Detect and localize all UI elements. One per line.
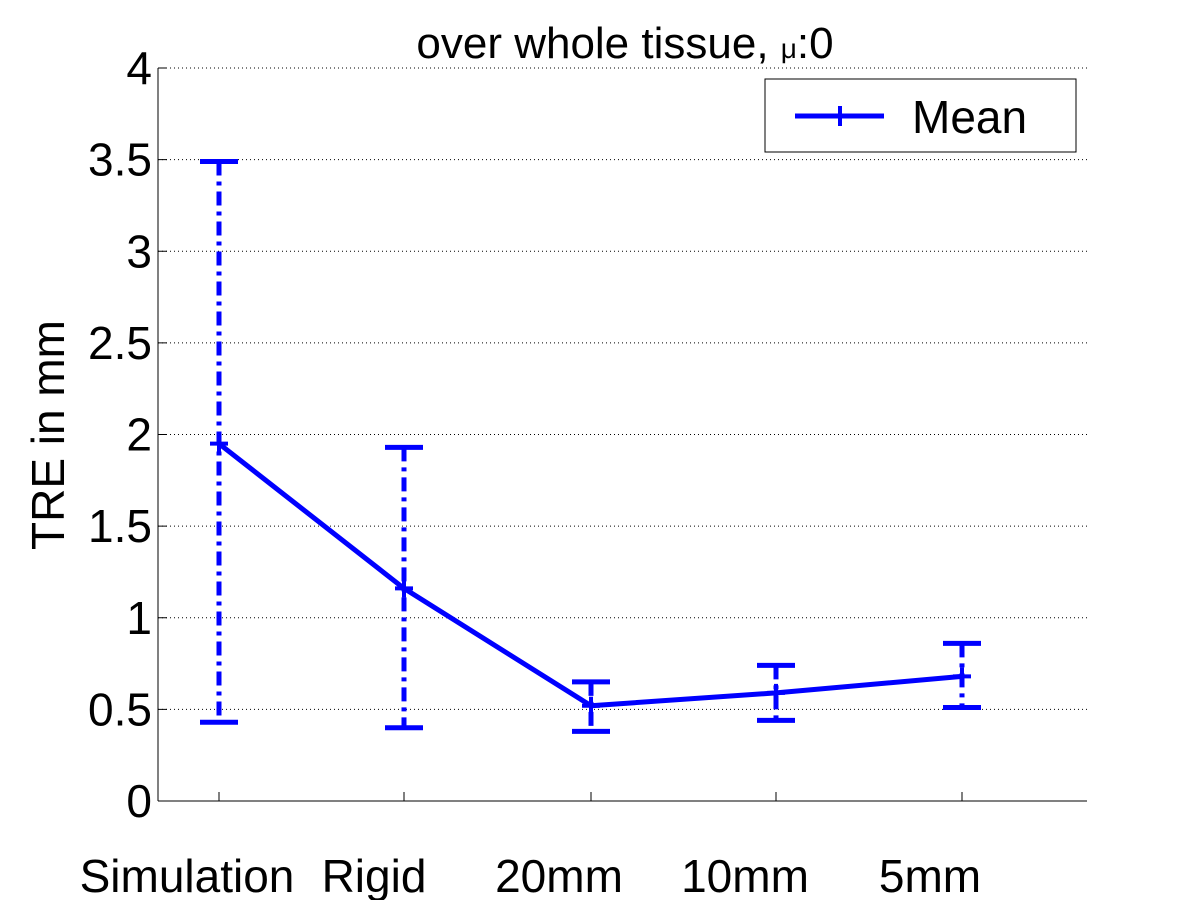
y-tick-label-3: 1.5	[88, 500, 152, 552]
x-tick-label-0: Simulation	[80, 850, 295, 900]
legend: Mean	[764, 78, 1077, 153]
x-tick-label-4: 5mm	[879, 850, 981, 900]
y-tick-label-5: 2.5	[88, 317, 152, 369]
y-tick-label-0: 0	[126, 775, 152, 827]
data-point-0	[210, 434, 228, 453]
series-mean	[200, 158, 981, 734]
y-tick-label-6: 3	[126, 225, 152, 277]
grid-lines	[158, 67, 1087, 710]
data-point-2	[582, 696, 600, 715]
x-tick-label-2: 20mm	[495, 850, 623, 900]
x-ticks: Simulation Rigid 20mm 10mm 5mm	[80, 792, 981, 902]
x-tick-label-3: 10mm	[681, 850, 809, 900]
y-ticks: 0 0.5 1 1.5 2 2.5 3 3.5 4	[88, 42, 167, 827]
series-line-mean	[217, 441, 963, 709]
y-axis-label: TRE in mm	[22, 320, 74, 550]
y-tick-label-7: 3.5	[88, 134, 152, 186]
data-point-1	[395, 579, 413, 598]
chart-title: over whole tissue, μ:0	[416, 19, 833, 68]
y-tick-label-1: 0.5	[88, 683, 152, 735]
legend-label-mean: Mean	[912, 91, 1027, 143]
y-tick-label-4: 2	[126, 409, 152, 461]
data-point-3	[767, 683, 785, 702]
y-tick-label-8: 4	[126, 42, 152, 94]
x-tick-label-1: Rigid	[322, 850, 427, 900]
y-tick-label-2: 1	[126, 592, 152, 644]
data-point-4	[953, 667, 971, 686]
